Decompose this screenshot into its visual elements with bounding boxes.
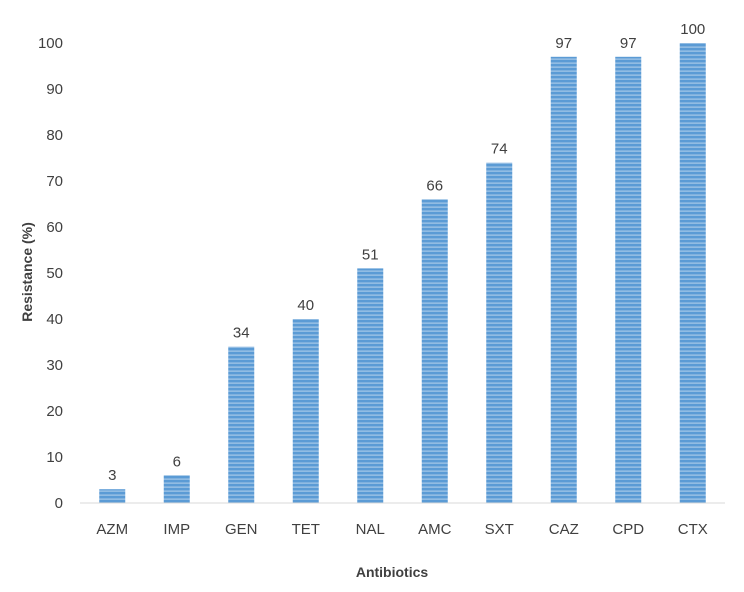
bar-tet — [292, 319, 319, 503]
x-tick-label-tet: TET — [292, 521, 320, 538]
x-tick-label-ctx: CTX — [678, 521, 708, 538]
data-label-ctx: 100 — [680, 21, 705, 38]
y-tick-label: 50 — [46, 265, 63, 282]
y-tick-label: 0 — [55, 495, 63, 512]
x-axis-title: Antibiotics — [356, 564, 429, 580]
data-label-caz: 97 — [555, 35, 572, 52]
data-label-tet: 40 — [297, 297, 314, 314]
data-label-gen: 34 — [233, 325, 250, 342]
data-label-sxt: 74 — [491, 141, 508, 158]
bar-caz — [550, 56, 577, 504]
y-axis-title: Resistance (%) — [19, 222, 35, 322]
x-axis-ticks: AZM IMP GEN TET NAL AMC SXT CAZ CPD CTX — [96, 521, 707, 538]
bar-sxt — [486, 162, 513, 503]
y-tick-label: 10 — [46, 449, 63, 466]
x-tick-label-sxt: SXT — [485, 521, 514, 538]
x-tick-label-imp: IMP — [163, 521, 190, 538]
data-label-amc: 66 — [426, 177, 443, 194]
bar-azm — [99, 489, 126, 503]
data-label-azm: 3 — [108, 467, 116, 484]
y-tick-label: 20 — [46, 403, 63, 420]
y-axis-ticks: 0 10 20 30 40 50 60 70 80 90 100 — [38, 35, 63, 512]
bar-imp — [163, 475, 190, 503]
x-tick-label-amc: AMC — [418, 521, 452, 538]
data-label-nal: 51 — [362, 246, 379, 263]
y-tick-label: 40 — [46, 311, 63, 328]
data-labels: 3 6 34 40 51 66 74 97 97 100 — [108, 21, 705, 484]
bar-amc — [421, 199, 448, 503]
data-label-imp: 6 — [173, 453, 181, 470]
y-tick-label: 80 — [46, 127, 63, 144]
y-tick-label: 90 — [46, 81, 63, 98]
bar-gen — [228, 346, 255, 503]
data-label-cpd: 97 — [620, 35, 637, 52]
y-tick-label: 30 — [46, 357, 63, 374]
y-tick-label: 60 — [46, 219, 63, 236]
x-tick-label-gen: GEN — [225, 521, 258, 538]
x-tick-label-nal: NAL — [356, 521, 385, 538]
bar-ctx — [679, 43, 706, 503]
x-tick-label-cpd: CPD — [612, 521, 644, 538]
bars — [99, 43, 706, 504]
x-tick-label-azm: AZM — [96, 521, 128, 538]
y-tick-label: 100 — [38, 35, 63, 52]
bar-cpd — [615, 56, 642, 504]
y-tick-label: 70 — [46, 173, 63, 190]
x-tick-label-caz: CAZ — [549, 521, 579, 538]
bar-nal — [357, 268, 384, 503]
